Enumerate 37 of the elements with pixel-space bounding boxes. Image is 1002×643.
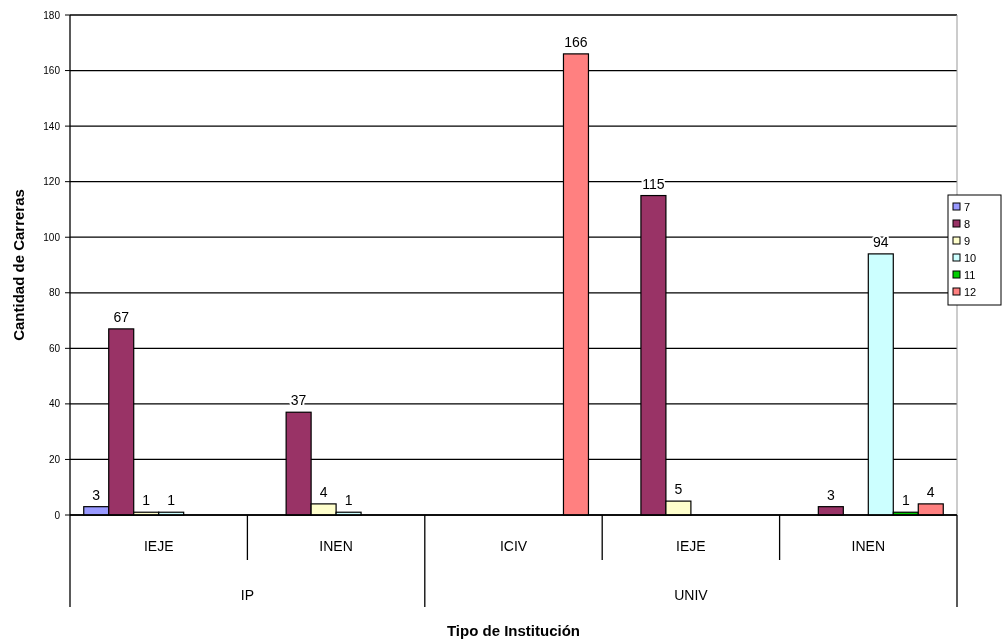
y-tick-label: 60 (48, 342, 61, 354)
y-tick-label: 20 (48, 453, 61, 465)
data-label: 166 (564, 33, 588, 50)
legend-label: 9 (964, 235, 971, 247)
data-label: 1 (344, 492, 353, 509)
data-label: 4 (319, 483, 328, 500)
y-tick-label: 140 (43, 120, 61, 132)
x-tick-label: ICIV (499, 538, 528, 554)
data-label: 5 (674, 481, 683, 498)
data-label: 94 (873, 233, 889, 250)
x-tick-label: IEJE (143, 538, 174, 554)
y-tick-label: 80 (48, 287, 61, 299)
legend-label: 11 (964, 269, 976, 281)
data-label: 3 (826, 486, 835, 503)
legend-label: 8 (964, 218, 971, 230)
data-label: 3 (92, 486, 101, 503)
y-tick-label: 100 (43, 231, 61, 243)
data-label: 67 (113, 308, 130, 325)
text: IP (240, 587, 255, 603)
y-tick-label: 0 (54, 509, 61, 521)
x-tick-label: IEJE (676, 538, 706, 554)
data-label: 4 (926, 483, 935, 500)
data-label: 1 (142, 492, 151, 509)
data-label: 1 (901, 492, 910, 509)
x-tick-label: INEN (319, 538, 353, 554)
legend-label: 12 (964, 286, 977, 298)
legend-label: 7 (964, 201, 971, 213)
x-axis-title: Tipo de Institución (446, 622, 581, 639)
data-label: 1 (167, 492, 176, 509)
y-tick-label: 40 (48, 398, 61, 410)
y-tick-label: 160 (43, 65, 61, 77)
y-axis-title: Cantidad de Carreras (10, 189, 27, 341)
x-tick-label: INEN (851, 538, 886, 554)
y-tick-label: 120 (43, 176, 61, 188)
text: UNIV (674, 587, 709, 603)
y-tick-label: 180 (43, 9, 61, 21)
legend-label: 10 (964, 252, 977, 264)
